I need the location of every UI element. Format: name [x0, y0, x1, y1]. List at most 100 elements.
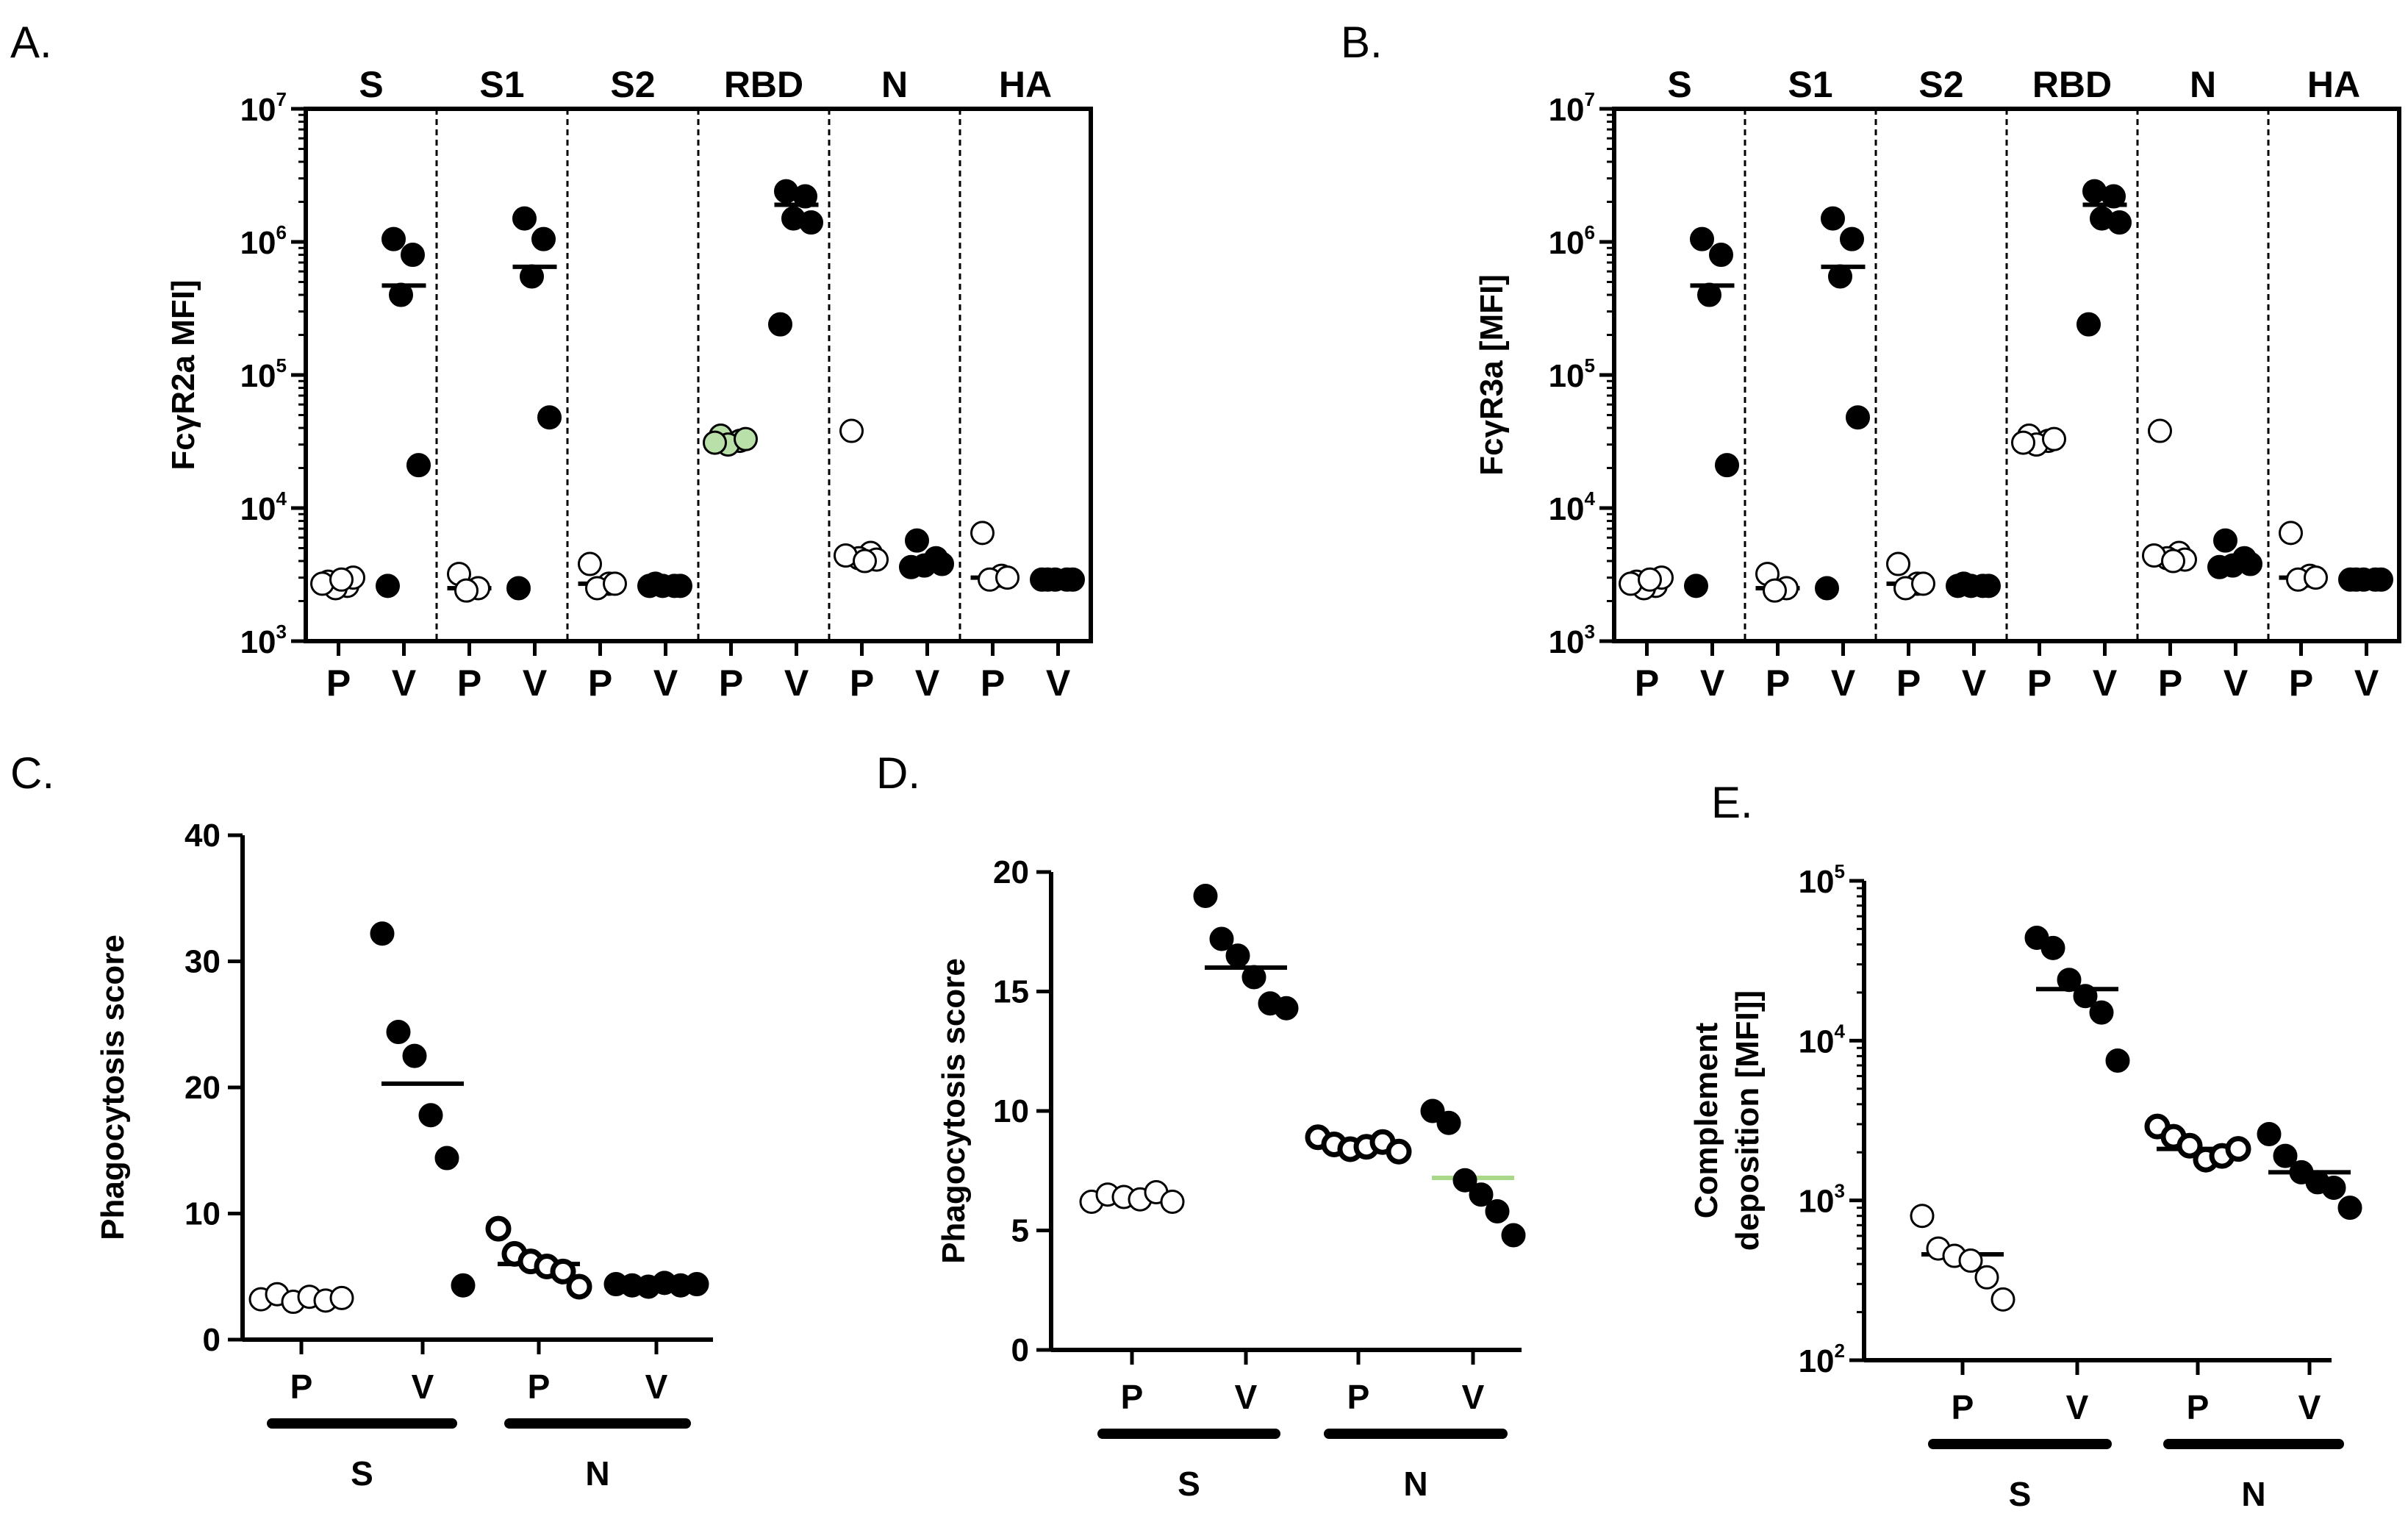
y-tick-label: 15: [993, 974, 1029, 1010]
data-point: [734, 426, 758, 451]
y-tick-label: 0: [203, 1322, 221, 1358]
data-point: [1910, 1204, 1935, 1229]
x-tick-label: P: [588, 662, 612, 704]
panel-label-a: A.: [10, 18, 52, 67]
data-point: [1274, 996, 1299, 1021]
data-point: [1436, 1110, 1461, 1135]
data-point: [2257, 1121, 2282, 1146]
data-point: [2321, 1175, 2346, 1200]
antigen-title: N: [2190, 64, 2216, 105]
data-point: [603, 571, 627, 596]
plot-frame: [1612, 107, 2401, 643]
data-point: [1846, 405, 1870, 430]
data-point: [1911, 571, 1935, 596]
data-point: [1828, 264, 1852, 289]
antigen-title: S2: [610, 64, 655, 105]
data-point: [637, 573, 662, 598]
data-point: [401, 243, 425, 268]
x-tick-label: P: [1121, 1378, 1144, 1416]
data-point: [853, 548, 877, 573]
data-point: [995, 565, 1020, 590]
data-point: [566, 1273, 592, 1300]
y-tick-label: 102: [1799, 1340, 1845, 1379]
data-point: [793, 184, 817, 209]
x-tick-label: V: [523, 662, 548, 704]
x-tick-label: V: [2298, 1388, 2321, 1426]
data-point: [1684, 573, 1708, 598]
y-tick-label: 30: [184, 944, 221, 980]
data-point: [930, 551, 954, 576]
y-tick-label: 10: [184, 1196, 221, 1232]
x-tick-label: V: [1462, 1378, 1485, 1416]
x-tick-label: V: [1235, 1378, 1258, 1416]
x-tick-label: V: [1700, 662, 1725, 704]
data-point: [799, 210, 823, 235]
data-point: [1840, 226, 1864, 251]
data-point: [2337, 1196, 2362, 1221]
y-tick-label: 103: [1549, 621, 1595, 660]
data-point: [406, 453, 431, 478]
x-tick-label: V: [653, 662, 678, 704]
data-point: [2011, 430, 2035, 455]
x-tick-label: P: [981, 662, 1005, 704]
data-point: [402, 1043, 427, 1068]
x-tick-label: V: [915, 662, 940, 704]
x-tick-label: V: [784, 662, 809, 704]
data-point: [1420, 1098, 1445, 1123]
data-point: [418, 1103, 443, 1128]
y-axis-label: deposition [MFI]]: [1730, 990, 1766, 1251]
antigen-title: S1: [1788, 64, 1832, 105]
data-point: [329, 1285, 354, 1310]
data-point: [1241, 965, 1266, 990]
group-label: N: [1403, 1465, 1427, 1503]
data-point: [1485, 1199, 1510, 1223]
x-tick-label: P: [528, 1368, 551, 1406]
antigen-title: S: [359, 64, 383, 105]
x-tick-label: P: [2027, 662, 2052, 704]
group-label: S: [2009, 1475, 2032, 1513]
data-point: [531, 226, 556, 251]
data-point: [905, 528, 929, 553]
x-tick-label: P: [1952, 1388, 1974, 1426]
y-axis-label: FcγR3a [MFI]: [1474, 274, 1510, 476]
data-point: [1715, 453, 1739, 478]
data-point: [899, 554, 923, 579]
data-point: [970, 521, 995, 546]
data-point: [1225, 943, 1250, 968]
y-tick-label: 0: [1011, 1332, 1029, 1368]
x-tick-label: P: [2158, 662, 2182, 704]
data-point: [1946, 573, 1970, 598]
x-tick-label: V: [2066, 1388, 2089, 1426]
data-point: [389, 282, 413, 307]
data-point: [381, 226, 406, 251]
y-tick-label: 104: [240, 487, 287, 527]
antigen-title: S: [1667, 64, 1691, 105]
antigen-title: RBD: [724, 64, 803, 105]
group-label: N: [585, 1454, 609, 1493]
x-tick-label: V: [1831, 662, 1856, 704]
data-point: [329, 567, 354, 592]
data-point: [2101, 184, 2126, 209]
data-point: [1160, 1190, 1185, 1214]
data-point: [2161, 548, 2185, 573]
data-point: [578, 551, 602, 576]
data-point: [1815, 576, 1839, 601]
data-point: [1990, 1287, 2015, 1312]
data-point: [1958, 1248, 1983, 1273]
data-point: [1697, 282, 1721, 307]
y-tick-label: 103: [1799, 1180, 1845, 1220]
data-point: [451, 1273, 476, 1298]
y-axis-label: FcγR2a MFI]: [165, 279, 201, 470]
x-tick-label: P: [326, 662, 351, 704]
data-point: [1469, 1182, 1494, 1207]
y-tick-label: 105: [240, 354, 287, 394]
data-point: [386, 1020, 411, 1045]
data-point: [2089, 1000, 2114, 1025]
data-point: [1974, 1265, 1999, 1290]
data-point: [1709, 243, 1733, 268]
data-point: [1638, 567, 1662, 592]
data-point: [1821, 206, 1845, 231]
y-tick-label: 105: [1799, 860, 1845, 900]
